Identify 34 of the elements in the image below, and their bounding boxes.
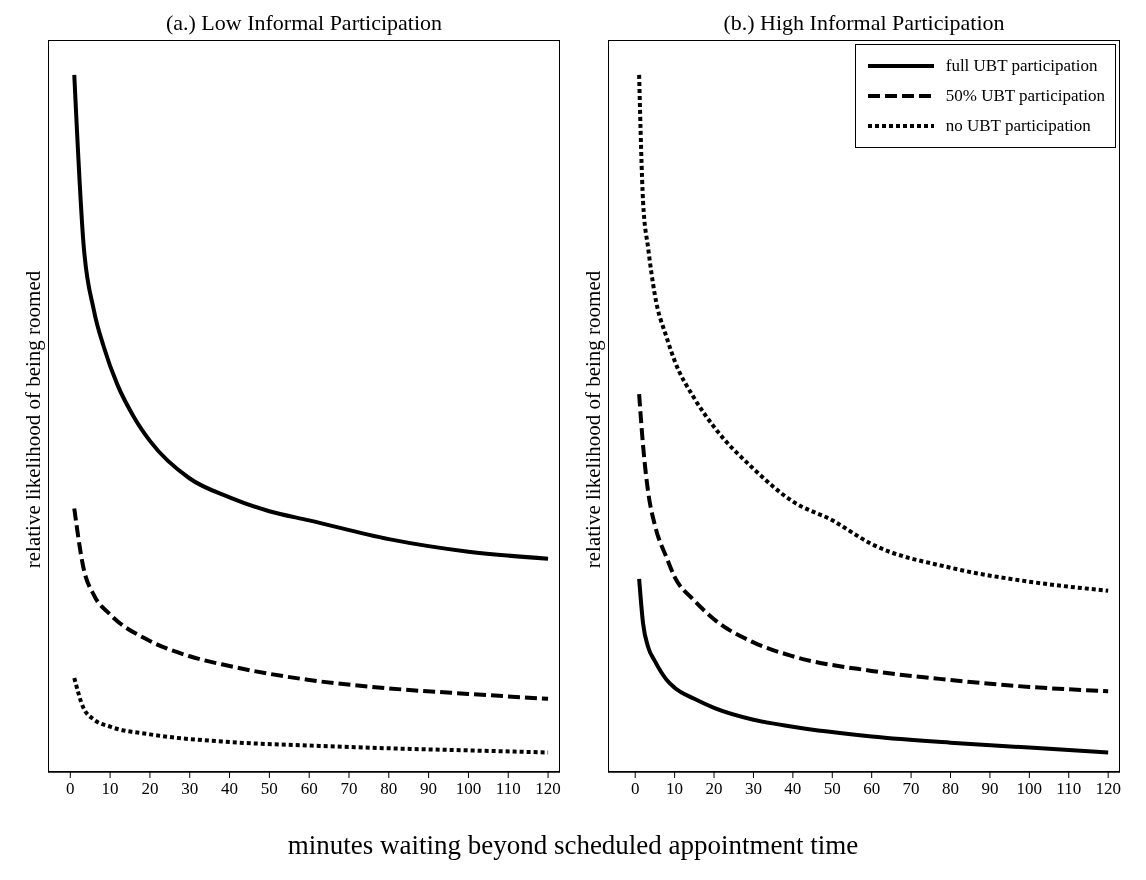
x-tick-label: 10 (101, 779, 119, 799)
x-tick-label: 60 (863, 779, 881, 799)
x-tick-label: 30 (181, 779, 199, 799)
chart-title: (a.) Low Informal Participation (164, 10, 444, 36)
x-tick-label: 80 (942, 779, 960, 799)
x-tick-label: 90 (981, 779, 999, 799)
x-tick-label: 10 (666, 779, 684, 799)
chart-title: (b.) High Informal Participation (722, 10, 1006, 36)
x-tick-label: 120 (535, 779, 561, 799)
x-tick-label: 20 (141, 779, 159, 799)
x-tick-label: 70 (340, 779, 358, 799)
x-tick-label: 50 (823, 779, 841, 799)
x-tick-label: 40 (221, 779, 239, 799)
x-tick-label: 20 (705, 779, 723, 799)
x-axis-title: minutes waiting beyond scheduled appointment time (286, 830, 860, 861)
legend-label: 50% UBT participation (945, 86, 1105, 106)
x-tick-label: 40 (784, 779, 802, 799)
legend-label: full UBT participation (945, 56, 1098, 76)
legend-label: no UBT participation (945, 116, 1091, 136)
x-tick-label: 50 (260, 779, 278, 799)
x-tick-label: 110 (495, 779, 521, 799)
x-tick-label: 120 (1095, 779, 1121, 799)
x-tick-label: 100 (455, 779, 482, 799)
x-tick-label: 0 (66, 779, 75, 799)
x-tick-label: 0 (630, 779, 640, 799)
x-tick-label: 100 (1016, 779, 1043, 799)
y-axis-title: relative likelihood of being roomed (21, 270, 47, 568)
x-tick-label: 60 (300, 779, 318, 799)
x-tick-label: 90 (420, 779, 438, 799)
x-tick-label: 30 (744, 779, 762, 799)
x-tick-label: 70 (902, 779, 920, 799)
y-axis-title: relative likelihood of being roomed (581, 270, 607, 568)
x-tick-label: 110 (1056, 779, 1082, 799)
x-tick-label: 80 (380, 779, 398, 799)
